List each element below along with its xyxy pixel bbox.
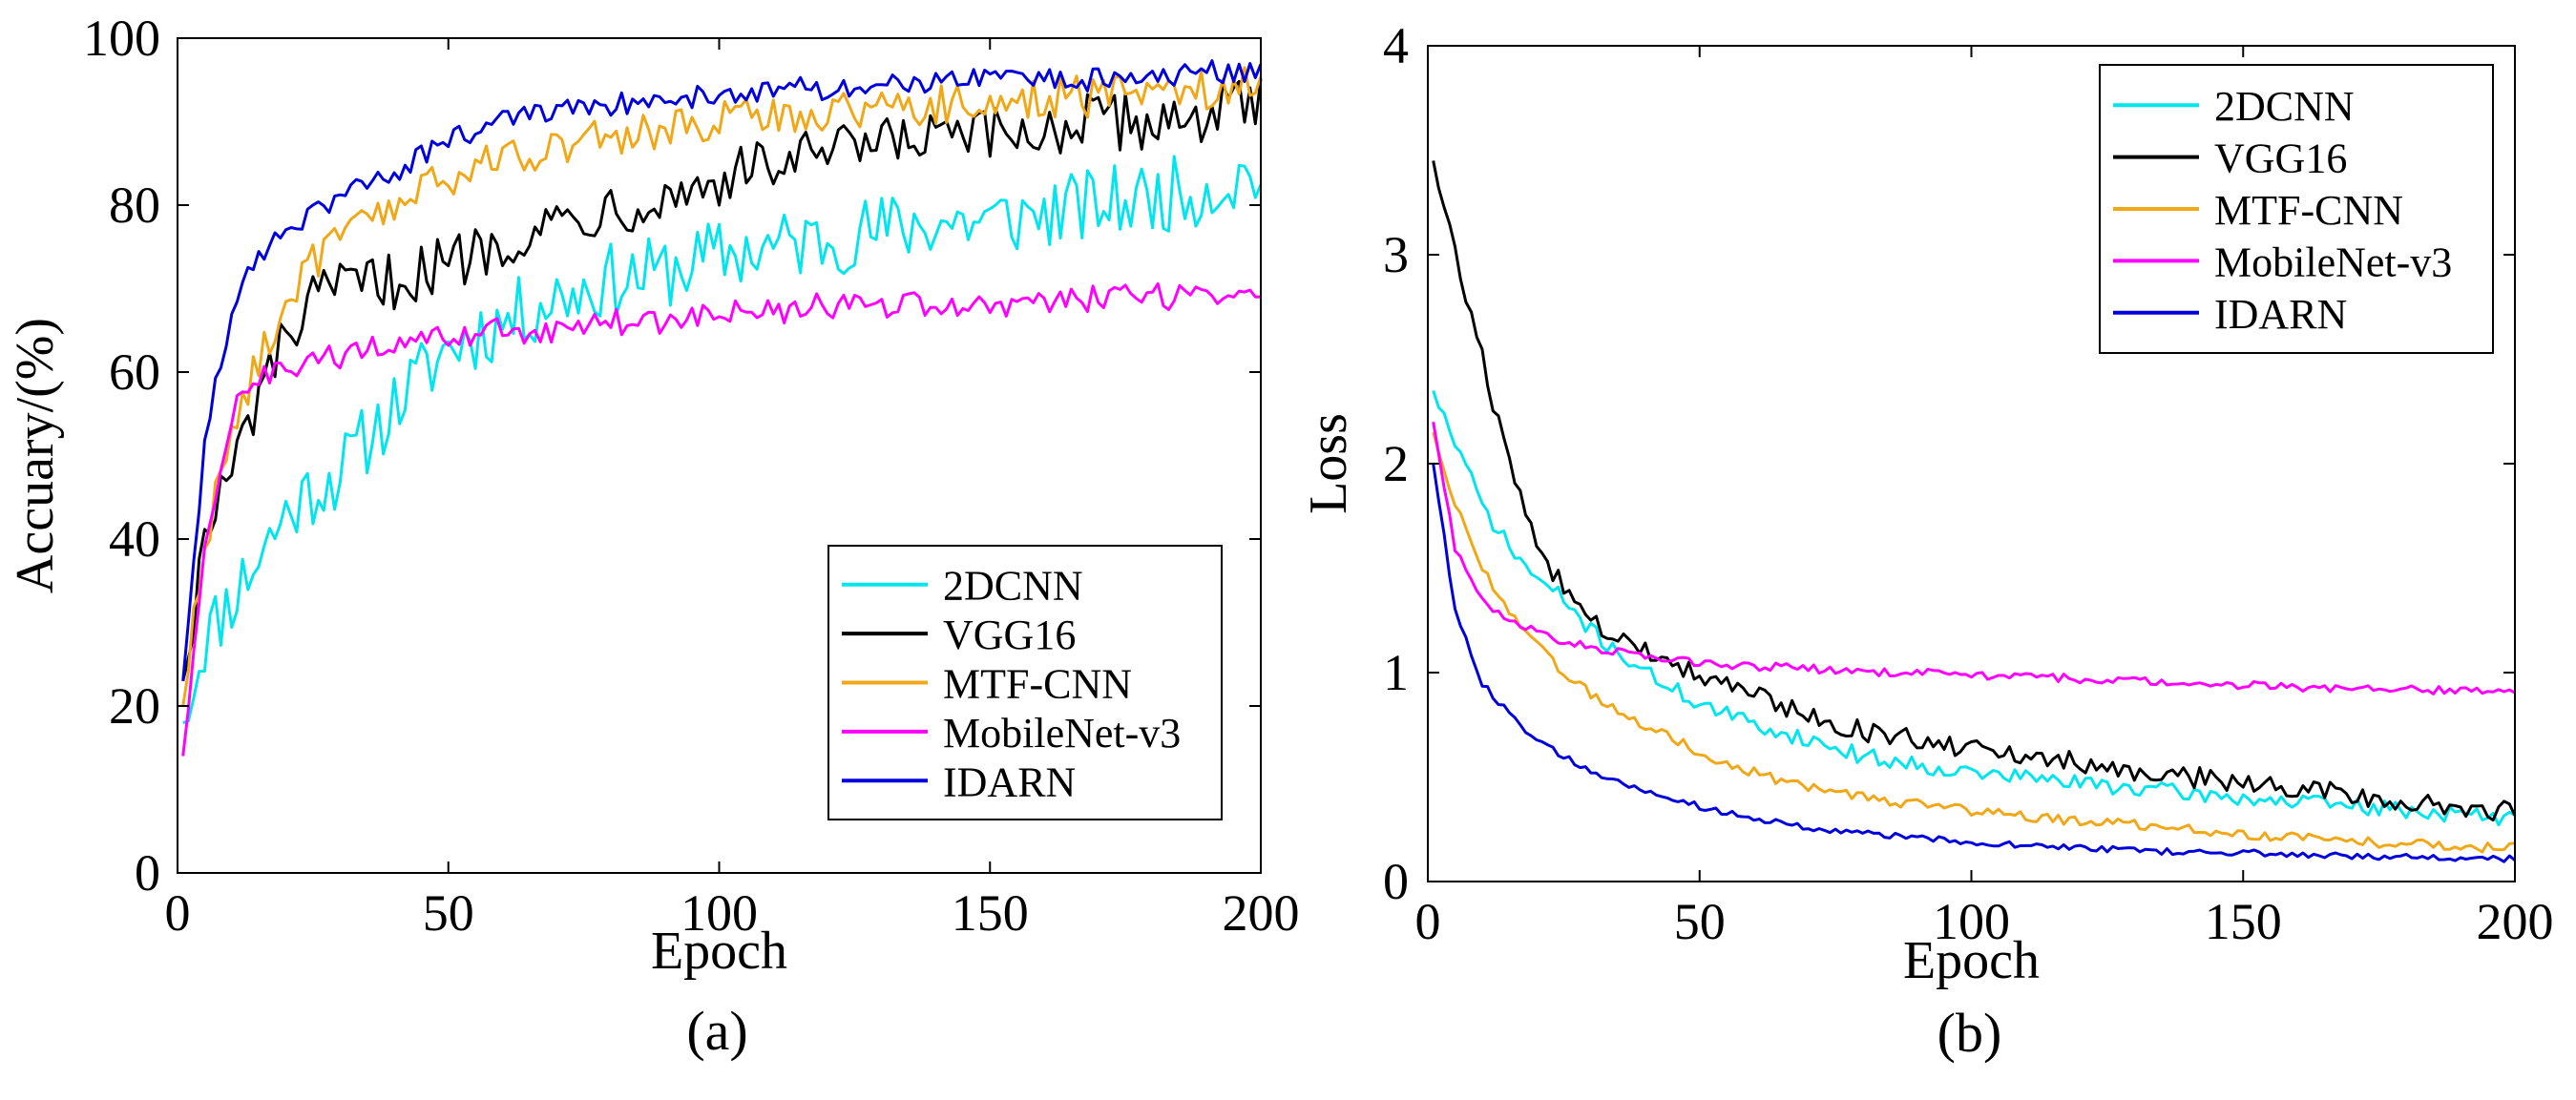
legend-label: 2DCNN: [2214, 83, 2355, 130]
x-tick-label: 200: [1223, 884, 1300, 942]
series-line-idarn: [1432, 463, 2516, 863]
y-tick-label: 2: [1383, 435, 1409, 492]
legend: 2DCNN VGG16 MTF-CNN MobileNet-v3 IDARN: [2099, 64, 2494, 354]
series-line-mobilenet-v3: [181, 281, 1262, 757]
y-tick-label: 3: [1383, 226, 1409, 283]
y-tick-label: 4: [1383, 17, 1409, 74]
x-tick-label: 0: [1415, 893, 1441, 950]
x-axis-label: Epoch: [1903, 931, 2040, 990]
legend-label: IDARN: [2214, 291, 2347, 338]
x-tick-label: 150: [2205, 893, 2282, 950]
series-line-vgg16: [181, 78, 1263, 682]
x-tick-label: 100: [1933, 893, 2010, 950]
y-tick-label: 20: [109, 677, 160, 735]
legend-label: 2DCNN: [943, 563, 1083, 610]
x-tick-label: 100: [681, 884, 758, 942]
panel-label: (a): [686, 1000, 747, 1062]
series-line-2dcnn: [1432, 389, 2516, 827]
legend-label: MobileNet-v3: [2214, 239, 2452, 285]
x-tick-label: 50: [423, 884, 474, 942]
y-tick-label: 0: [135, 844, 160, 902]
legend-label: VGG16: [2214, 135, 2347, 182]
chart-panel-b: 0 50 100 150 200 0 1 2 3 4 Epoch Loss (b) 2DCNN VGG16 M…: [1299, 17, 2554, 1064]
legend-label: MTF-CNN: [2214, 187, 2403, 234]
x-tick-label: 50: [1674, 893, 1726, 950]
y-tick-label: 100: [83, 10, 160, 67]
legend-label: MTF-CNN: [943, 661, 1132, 708]
y-tick-label: 40: [109, 510, 160, 568]
x-tick-label: 200: [2477, 893, 2554, 950]
series-line-2dcnn: [182, 155, 1263, 724]
series-line-idarn: [181, 59, 1263, 681]
x-tick-label: 150: [952, 884, 1029, 942]
legend-label: VGG16: [943, 612, 1076, 658]
panel-label: (b): [1937, 1002, 2002, 1064]
x-axis-label: Epoch: [651, 922, 787, 981]
series-line-mtf-cnn: [181, 66, 1263, 707]
series-line-mobilenet-v3: [1432, 421, 2516, 695]
series-line-mtf-cnn: [1432, 431, 2516, 854]
y-tick-label: 1: [1383, 644, 1409, 701]
y-tick-label: 0: [1383, 853, 1409, 910]
legend-label: MobileNet-v3: [943, 710, 1181, 757]
chart-panel-a: 0 50 100 150 200020406080100EpochAccuary/(%)…: [6, 10, 1300, 1062]
y-axis-label: Accuary/(%): [6, 318, 65, 593]
legend-box: [2099, 64, 2494, 354]
y-tick-label: 80: [109, 176, 160, 234]
x-tick-label: 0: [165, 884, 191, 942]
legend-label: IDARN: [943, 758, 1076, 805]
series-line-vgg16: [1432, 160, 2517, 822]
y-tick-label: 60: [109, 343, 160, 401]
y-axis-label: Loss: [1299, 413, 1358, 514]
